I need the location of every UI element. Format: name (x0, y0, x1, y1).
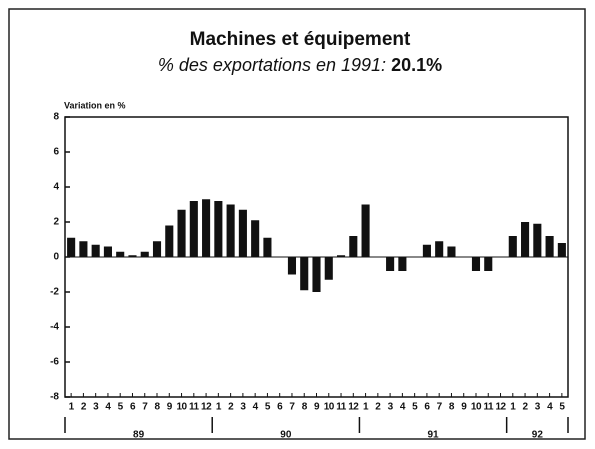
y-tick-label: 0 (53, 252, 59, 263)
x-tick-label: 9 (461, 402, 467, 413)
x-tick-label: 12 (348, 402, 359, 413)
x-tick-label: 1 (510, 402, 516, 413)
bar (140, 251, 149, 257)
x-tick-label: 7 (289, 402, 295, 413)
bar (361, 204, 370, 257)
x-tick-label: 1 (363, 402, 369, 413)
y-tick-label: 4 (53, 182, 59, 193)
x-tick-label: 8 (449, 402, 455, 413)
x-tick-label: 2 (523, 402, 529, 413)
x-tick-label: 2 (375, 402, 381, 413)
bar (386, 257, 395, 271)
bar (447, 246, 456, 257)
x-group-label: 92 (532, 430, 544, 441)
y-tick-label: -2 (50, 287, 59, 298)
x-tick-label: 4 (547, 402, 553, 413)
bar (349, 236, 358, 257)
x-tick-label: 12 (495, 402, 506, 413)
bar (508, 236, 517, 257)
x-tick-label: 5 (559, 402, 565, 413)
x-tick-label: 1 (69, 402, 75, 413)
x-tick-label: 7 (437, 402, 443, 413)
bar (471, 257, 481, 271)
x-tick-label: 6 (277, 402, 283, 413)
x-tick-label: 3 (240, 402, 246, 413)
x-tick-label: 10 (324, 402, 335, 413)
x-tick-label: 4 (105, 402, 111, 413)
bar (251, 220, 260, 257)
x-tick-label: 11 (189, 402, 200, 413)
bar (557, 243, 566, 257)
x-tick-label: 6 (424, 402, 430, 413)
bar (398, 257, 407, 271)
bar (263, 237, 272, 257)
x-tick-label: 9 (167, 402, 173, 413)
bar (422, 244, 431, 257)
bar (79, 241, 88, 257)
y-tick-label: -8 (50, 392, 59, 403)
y-tick-label: -4 (50, 322, 59, 333)
bar (533, 223, 542, 257)
bar (202, 199, 211, 257)
x-tick-label: 9 (314, 402, 320, 413)
bar (67, 237, 76, 257)
x-tick-label: 1 (216, 402, 222, 413)
x-tick-label: 11 (483, 402, 494, 413)
x-tick-label: 3 (535, 402, 541, 413)
x-tick-label: 5 (412, 402, 418, 413)
bar (152, 241, 162, 257)
x-tick-label: 10 (471, 402, 482, 413)
subtitle-text: % des exportations en 1991: (158, 55, 386, 75)
bar (484, 257, 493, 271)
bar (435, 241, 444, 257)
x-tick-label: 8 (154, 402, 160, 413)
bar (91, 244, 100, 257)
x-tick-label: 4 (400, 402, 406, 413)
x-tick-label: 2 (81, 402, 87, 413)
x-tick-label: 5 (265, 402, 271, 413)
bar (336, 255, 346, 257)
x-tick-label: 3 (388, 402, 394, 413)
y-tick-label: 6 (53, 147, 59, 158)
x-group-label: 89 (133, 430, 145, 441)
x-tick-label: 2 (228, 402, 234, 413)
bar (312, 257, 321, 292)
x-tick-label: 4 (253, 402, 259, 413)
x-tick-label: 11 (336, 402, 347, 413)
x-tick-label: 3 (93, 402, 99, 413)
frame (8, 8, 586, 440)
bar (177, 209, 186, 257)
bar (165, 225, 174, 257)
y-tick-label: 2 (53, 217, 59, 228)
x-tick-label: 10 (176, 402, 187, 413)
bar (521, 222, 530, 257)
bar (214, 201, 223, 257)
bar (226, 204, 235, 257)
x-tick-label: 7 (142, 402, 148, 413)
bar (103, 246, 112, 257)
subtitle-emphasis: 20.1% (391, 55, 442, 75)
x-tick-label: 5 (118, 402, 124, 413)
x-tick-label: 12 (201, 402, 212, 413)
chart-title: Machines et équipement (190, 29, 411, 50)
bar (300, 257, 309, 291)
bar (238, 209, 247, 257)
x-group-label: 91 (427, 430, 439, 441)
x-tick-label: 6 (130, 402, 136, 413)
bar (128, 255, 137, 257)
y-axis-label: Variation en % (64, 100, 126, 110)
bar (116, 251, 125, 257)
bar (189, 201, 198, 257)
bar (545, 236, 554, 257)
x-group-label: 90 (280, 430, 292, 441)
x-tick-label: 8 (302, 402, 308, 413)
y-tick-label: -6 (50, 357, 59, 368)
bar (324, 257, 333, 280)
bar (287, 257, 297, 275)
y-tick-label: 8 (53, 112, 59, 123)
chart-subtitle: % des exportations en 1991: 20.1% (158, 55, 442, 75)
